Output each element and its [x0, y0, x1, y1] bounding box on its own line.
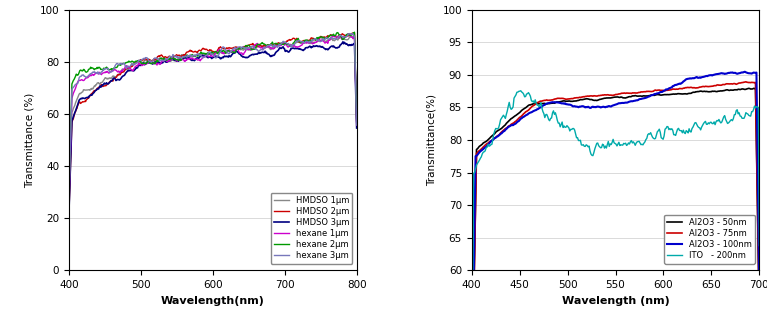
ITO   - 200nm — [755, 244, 764, 248]
HMDSO 2μm — [352, 120, 361, 124]
Al2O3 - 100nm — [728, 71, 737, 74]
Al2O3 - 50nm — [755, 316, 764, 320]
HMDSO 1μm — [178, 53, 187, 57]
hexane 3μm — [178, 54, 187, 58]
hexane 1μm — [99, 71, 108, 75]
HMDSO 1μm — [99, 79, 108, 82]
Al2O3 - 50nm — [644, 94, 653, 98]
HMDSO 3μm — [274, 49, 283, 52]
hexane 1μm — [352, 123, 361, 127]
Line: ITO   - 200nm: ITO - 200nm — [472, 91, 759, 322]
Al2O3 - 100nm — [637, 97, 647, 100]
Al2O3 - 50nm — [638, 94, 647, 98]
Y-axis label: Transmittance(%): Transmittance(%) — [426, 94, 436, 186]
hexane 2μm — [178, 55, 187, 59]
Al2O3 - 100nm — [638, 97, 647, 100]
hexane 3μm — [245, 45, 255, 49]
HMDSO 1μm — [272, 43, 281, 47]
hexane 2μm — [64, 190, 74, 194]
HMDSO 3μm — [272, 50, 281, 53]
HMDSO 3μm — [338, 40, 347, 44]
hexane 1μm — [272, 44, 281, 48]
hexane 1μm — [64, 196, 74, 200]
HMDSO 2μm — [178, 53, 187, 57]
hexane 3μm — [158, 59, 167, 63]
HMDSO 3μm — [352, 126, 361, 130]
HMDSO 2μm — [99, 84, 108, 88]
X-axis label: Wavelength(nm): Wavelength(nm) — [161, 296, 265, 306]
Line: hexane 1μm: hexane 1μm — [69, 34, 357, 198]
HMDSO 1μm — [158, 57, 167, 61]
hexane 3μm — [345, 32, 354, 35]
HMDSO 1μm — [350, 33, 359, 37]
hexane 1μm — [344, 32, 354, 36]
HMDSO 3μm — [64, 208, 74, 212]
ITO   - 200nm — [644, 132, 653, 136]
hexane 1μm — [178, 58, 187, 62]
HMDSO 1μm — [274, 43, 283, 47]
ITO   - 200nm — [468, 297, 477, 301]
hexane 1μm — [274, 43, 283, 47]
Al2O3 - 75nm — [644, 90, 653, 93]
Al2O3 - 75nm — [637, 90, 647, 94]
HMDSO 2μm — [272, 43, 281, 47]
hexane 2μm — [99, 66, 108, 70]
Line: HMDSO 3μm: HMDSO 3μm — [69, 42, 357, 210]
hexane 2μm — [245, 45, 255, 49]
HMDSO 3μm — [99, 82, 108, 86]
hexane 2μm — [158, 57, 167, 61]
Line: Al2O3 - 75nm: Al2O3 - 75nm — [472, 82, 759, 322]
Al2O3 - 50nm — [709, 89, 719, 93]
Al2O3 - 50nm — [744, 86, 753, 90]
ITO   - 200nm — [638, 143, 647, 147]
Al2O3 - 100nm — [740, 70, 749, 74]
HMDSO 2μm — [245, 43, 255, 47]
HMDSO 3μm — [158, 61, 167, 65]
Line: hexane 3μm: hexane 3μm — [69, 33, 357, 194]
Al2O3 - 75nm — [755, 312, 764, 316]
HMDSO 2μm — [274, 41, 283, 45]
HMDSO 3μm — [178, 57, 187, 61]
hexane 2μm — [274, 43, 283, 46]
Al2O3 - 100nm — [755, 292, 764, 296]
HMDSO 2μm — [347, 31, 357, 35]
HMDSO 1μm — [245, 48, 255, 52]
HMDSO 1μm — [352, 120, 361, 124]
Legend: Al2O3 - 50nm, Al2O3 - 75nm, Al2O3 - 100nm, ITO   - 200nm: Al2O3 - 50nm, Al2O3 - 75nm, Al2O3 - 100n… — [664, 215, 755, 264]
hexane 2μm — [350, 30, 359, 34]
Al2O3 - 100nm — [644, 95, 653, 99]
Al2O3 - 75nm — [728, 82, 737, 86]
HMDSO 2μm — [158, 55, 167, 59]
ITO   - 200nm — [729, 117, 738, 120]
hexane 3μm — [99, 68, 108, 72]
ITO   - 200nm — [639, 141, 648, 145]
hexane 1μm — [158, 59, 167, 62]
Line: Al2O3 - 50nm: Al2O3 - 50nm — [472, 88, 759, 322]
Al2O3 - 50nm — [637, 94, 647, 98]
hexane 3μm — [274, 44, 283, 48]
Al2O3 - 50nm — [728, 88, 737, 92]
Line: HMDSO 1μm: HMDSO 1μm — [69, 35, 357, 204]
Line: Al2O3 - 100nm: Al2O3 - 100nm — [472, 72, 759, 322]
hexane 2μm — [272, 42, 281, 45]
hexane 3μm — [272, 45, 281, 49]
Line: hexane 2μm: hexane 2μm — [69, 32, 357, 192]
Legend: HMDSO 1μm, HMDSO 2μm, HMDSO 3μm, hexane 1μm, hexane 2μm, hexane 3μm: HMDSO 1μm, HMDSO 2μm, HMDSO 3μm, hexane … — [271, 193, 353, 264]
hexane 2μm — [352, 118, 361, 122]
hexane 1μm — [245, 48, 255, 52]
Al2O3 - 75nm — [638, 90, 647, 94]
Al2O3 - 75nm — [709, 84, 719, 88]
hexane 3μm — [64, 193, 74, 196]
Al2O3 - 100nm — [709, 73, 719, 77]
Line: HMDSO 2μm: HMDSO 2μm — [69, 33, 357, 210]
Al2O3 - 75nm — [741, 80, 750, 84]
ITO   - 200nm — [710, 123, 719, 127]
hexane 3μm — [352, 123, 361, 127]
HMDSO 2μm — [64, 208, 74, 212]
HMDSO 3μm — [245, 54, 255, 58]
HMDSO 1μm — [64, 202, 74, 206]
Y-axis label: Transmittance (%): Transmittance (%) — [24, 92, 34, 188]
X-axis label: Wavelength (nm): Wavelength (nm) — [561, 296, 670, 306]
ITO   - 200nm — [516, 89, 525, 93]
